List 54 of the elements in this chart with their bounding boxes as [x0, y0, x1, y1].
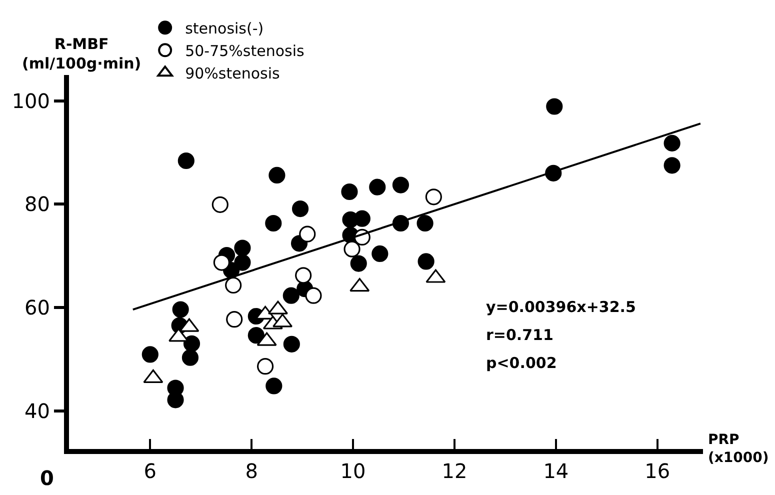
point — [248, 327, 264, 344]
legend-label: 90%stenosis — [185, 64, 280, 83]
point — [418, 253, 434, 270]
point — [172, 301, 189, 318]
x-tick-label: 6 — [144, 459, 157, 483]
point — [265, 214, 282, 232]
point — [664, 157, 680, 174]
point — [142, 346, 158, 363]
point — [295, 267, 312, 284]
x-axis-title: PRP (x1000) — [708, 432, 769, 466]
legend-label: 50-75%stenosis — [185, 42, 305, 60]
x-tick-label: 8 — [245, 459, 258, 483]
y-tick-label: 40 — [24, 398, 50, 423]
point — [213, 254, 230, 271]
annotation: p<0.002 — [486, 354, 557, 372]
point — [167, 392, 184, 408]
point — [266, 378, 282, 394]
point — [546, 98, 563, 115]
point — [425, 188, 442, 206]
point — [344, 240, 360, 258]
y-tick-label: 80 — [24, 192, 50, 216]
point — [292, 200, 309, 218]
text: 0 — [40, 466, 54, 490]
point — [268, 166, 286, 184]
x-tick-label: 12 — [442, 459, 468, 483]
point — [282, 287, 300, 304]
point — [225, 276, 242, 294]
point — [350, 255, 367, 272]
point — [416, 214, 434, 232]
y-tick-label: 100 — [12, 88, 50, 113]
legend-label: stenosis(-) — [185, 20, 264, 38]
point — [226, 311, 243, 328]
point — [212, 196, 228, 213]
point — [305, 287, 322, 304]
point — [354, 210, 370, 227]
point — [392, 176, 410, 194]
point — [341, 183, 358, 200]
point — [234, 240, 251, 256]
y-tick-label: 60 — [24, 295, 50, 320]
x-tick-label: 10 — [340, 459, 366, 483]
point — [369, 178, 386, 196]
point — [178, 152, 194, 170]
x-tick-label: 16 — [644, 459, 670, 483]
x-tick-label: 14 — [543, 459, 569, 483]
point — [182, 349, 199, 366]
point — [256, 358, 274, 375]
annotation: y=0.00396x+32.5 — [486, 298, 636, 316]
point — [283, 336, 300, 352]
point — [234, 254, 251, 271]
point — [664, 134, 680, 152]
point — [372, 245, 388, 262]
y-axis-title: R-MBF (ml/100g·min) — [22, 35, 142, 72]
annotation: r=0.711 — [486, 326, 554, 344]
point — [299, 226, 316, 242]
